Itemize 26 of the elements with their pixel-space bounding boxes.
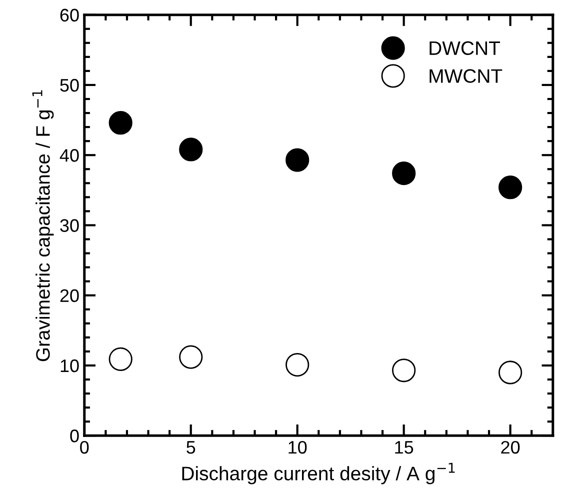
x-tick-label: 20 [501, 440, 520, 454]
y-axis-title: Gravimetric capacitance / F g$^{−1}$ [32, 90, 54, 362]
y-tick-label: 50 [60, 78, 79, 92]
point [392, 162, 416, 186]
x-tick-label: 15 [395, 441, 414, 454]
point [108, 347, 132, 371]
legend-label: MWCNT [430, 69, 502, 83]
y-tick-label: 20 [60, 289, 79, 302]
point [498, 176, 522, 200]
legend-label: DWCNT [430, 41, 500, 56]
y-tick-label: 10 [60, 359, 79, 372]
point [179, 345, 203, 369]
y-tick-label: 30 [60, 219, 79, 232]
y-tick-label: 40 [60, 149, 79, 162]
point [286, 148, 310, 172]
point [179, 138, 203, 162]
point [498, 360, 522, 384]
point [108, 111, 132, 135]
x-tick-label: 10 [288, 440, 307, 454]
x-axis-title: Discharge current desity / A g$^{−1}$ [182, 462, 455, 484]
point [286, 352, 310, 377]
x-tick-label: 0 [80, 440, 89, 454]
y-tick-label: 0 [70, 430, 79, 442]
y-tick-label: 60 [60, 8, 79, 22]
point [392, 358, 416, 382]
x-tick-label: 5 [186, 441, 196, 454]
